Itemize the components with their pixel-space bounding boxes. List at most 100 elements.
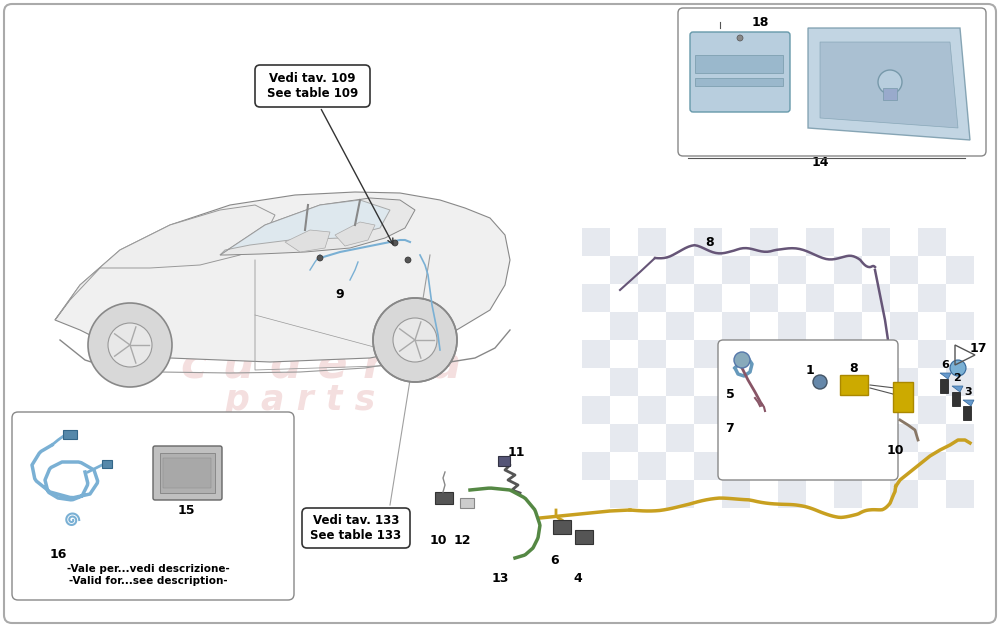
Text: 5: 5 bbox=[726, 389, 734, 401]
Bar bbox=[946, 424, 974, 452]
Bar bbox=[918, 284, 946, 312]
Text: 13: 13 bbox=[491, 571, 509, 584]
Text: 15: 15 bbox=[177, 503, 195, 517]
Bar bbox=[722, 312, 750, 340]
Text: 6: 6 bbox=[551, 554, 559, 567]
Bar bbox=[834, 368, 862, 396]
Bar bbox=[553, 520, 571, 534]
Bar bbox=[694, 228, 722, 256]
FancyBboxPatch shape bbox=[255, 65, 370, 107]
Polygon shape bbox=[808, 28, 970, 140]
Bar bbox=[722, 256, 750, 284]
Text: 10: 10 bbox=[886, 443, 904, 456]
Bar bbox=[666, 256, 694, 284]
Text: -Vale per...vedi descrizione-
-Valid for...see description-: -Vale per...vedi descrizione- -Valid for… bbox=[67, 564, 229, 586]
Circle shape bbox=[393, 318, 437, 362]
Bar bbox=[694, 340, 722, 368]
Bar bbox=[806, 340, 834, 368]
Bar bbox=[722, 480, 750, 508]
Text: 18: 18 bbox=[751, 16, 769, 28]
Circle shape bbox=[392, 240, 398, 246]
Bar bbox=[460, 498, 474, 508]
Text: Vedi tav. 109
See table 109: Vedi tav. 109 See table 109 bbox=[267, 72, 358, 100]
FancyBboxPatch shape bbox=[302, 508, 410, 548]
Bar bbox=[890, 480, 918, 508]
Bar bbox=[778, 368, 806, 396]
Bar bbox=[575, 530, 593, 544]
Text: 7: 7 bbox=[726, 421, 734, 435]
Bar bbox=[666, 424, 694, 452]
Bar bbox=[666, 480, 694, 508]
Bar bbox=[893, 382, 913, 412]
Bar bbox=[638, 396, 666, 424]
Circle shape bbox=[317, 255, 323, 261]
Bar bbox=[952, 392, 960, 406]
Text: 12: 12 bbox=[453, 534, 471, 547]
Bar bbox=[695, 55, 783, 73]
Bar bbox=[160, 453, 215, 493]
Text: 11: 11 bbox=[507, 446, 525, 458]
Bar bbox=[946, 368, 974, 396]
Bar bbox=[940, 379, 948, 393]
Bar bbox=[834, 256, 862, 284]
FancyBboxPatch shape bbox=[678, 8, 986, 156]
Bar bbox=[778, 312, 806, 340]
Bar bbox=[750, 284, 778, 312]
Text: Vedi tav. 133
See table 133: Vedi tav. 133 See table 133 bbox=[310, 514, 402, 542]
Bar bbox=[946, 312, 974, 340]
Bar bbox=[946, 256, 974, 284]
Polygon shape bbox=[940, 373, 951, 379]
Text: 2: 2 bbox=[953, 373, 961, 383]
Circle shape bbox=[405, 257, 411, 263]
Polygon shape bbox=[952, 386, 963, 392]
Bar bbox=[695, 78, 783, 86]
Text: 1: 1 bbox=[806, 364, 814, 376]
Bar bbox=[918, 340, 946, 368]
Polygon shape bbox=[285, 230, 330, 252]
Bar bbox=[498, 456, 510, 466]
Bar bbox=[694, 452, 722, 480]
Bar bbox=[63, 430, 77, 439]
Circle shape bbox=[950, 360, 966, 376]
Bar bbox=[834, 424, 862, 452]
Bar bbox=[778, 480, 806, 508]
Bar bbox=[806, 396, 834, 424]
Text: 4: 4 bbox=[574, 571, 582, 584]
Bar bbox=[610, 256, 638, 284]
Text: 3: 3 bbox=[964, 387, 972, 397]
Bar bbox=[722, 368, 750, 396]
FancyBboxPatch shape bbox=[718, 340, 898, 480]
FancyBboxPatch shape bbox=[12, 412, 294, 600]
Polygon shape bbox=[220, 198, 415, 255]
Polygon shape bbox=[55, 205, 275, 320]
Circle shape bbox=[813, 375, 827, 389]
Bar bbox=[638, 340, 666, 368]
Bar bbox=[694, 284, 722, 312]
Text: 8: 8 bbox=[706, 236, 714, 248]
Polygon shape bbox=[220, 200, 390, 255]
Bar bbox=[918, 396, 946, 424]
Bar bbox=[750, 228, 778, 256]
Text: 16: 16 bbox=[49, 549, 67, 562]
Circle shape bbox=[737, 35, 743, 41]
Bar bbox=[638, 452, 666, 480]
Bar bbox=[610, 312, 638, 340]
Bar bbox=[862, 340, 890, 368]
Bar bbox=[750, 452, 778, 480]
Bar bbox=[806, 228, 834, 256]
Bar bbox=[918, 452, 946, 480]
Text: 10: 10 bbox=[429, 534, 447, 547]
Text: s c u d e r i a: s c u d e r i a bbox=[139, 344, 461, 386]
Bar bbox=[582, 228, 610, 256]
Polygon shape bbox=[335, 222, 375, 246]
Text: 14: 14 bbox=[811, 157, 829, 169]
Bar bbox=[862, 396, 890, 424]
Bar bbox=[582, 452, 610, 480]
Bar bbox=[806, 284, 834, 312]
Text: 6: 6 bbox=[941, 360, 949, 370]
Circle shape bbox=[878, 70, 902, 94]
Bar bbox=[883, 88, 897, 100]
Bar bbox=[890, 424, 918, 452]
Bar bbox=[582, 340, 610, 368]
Bar bbox=[840, 375, 868, 395]
